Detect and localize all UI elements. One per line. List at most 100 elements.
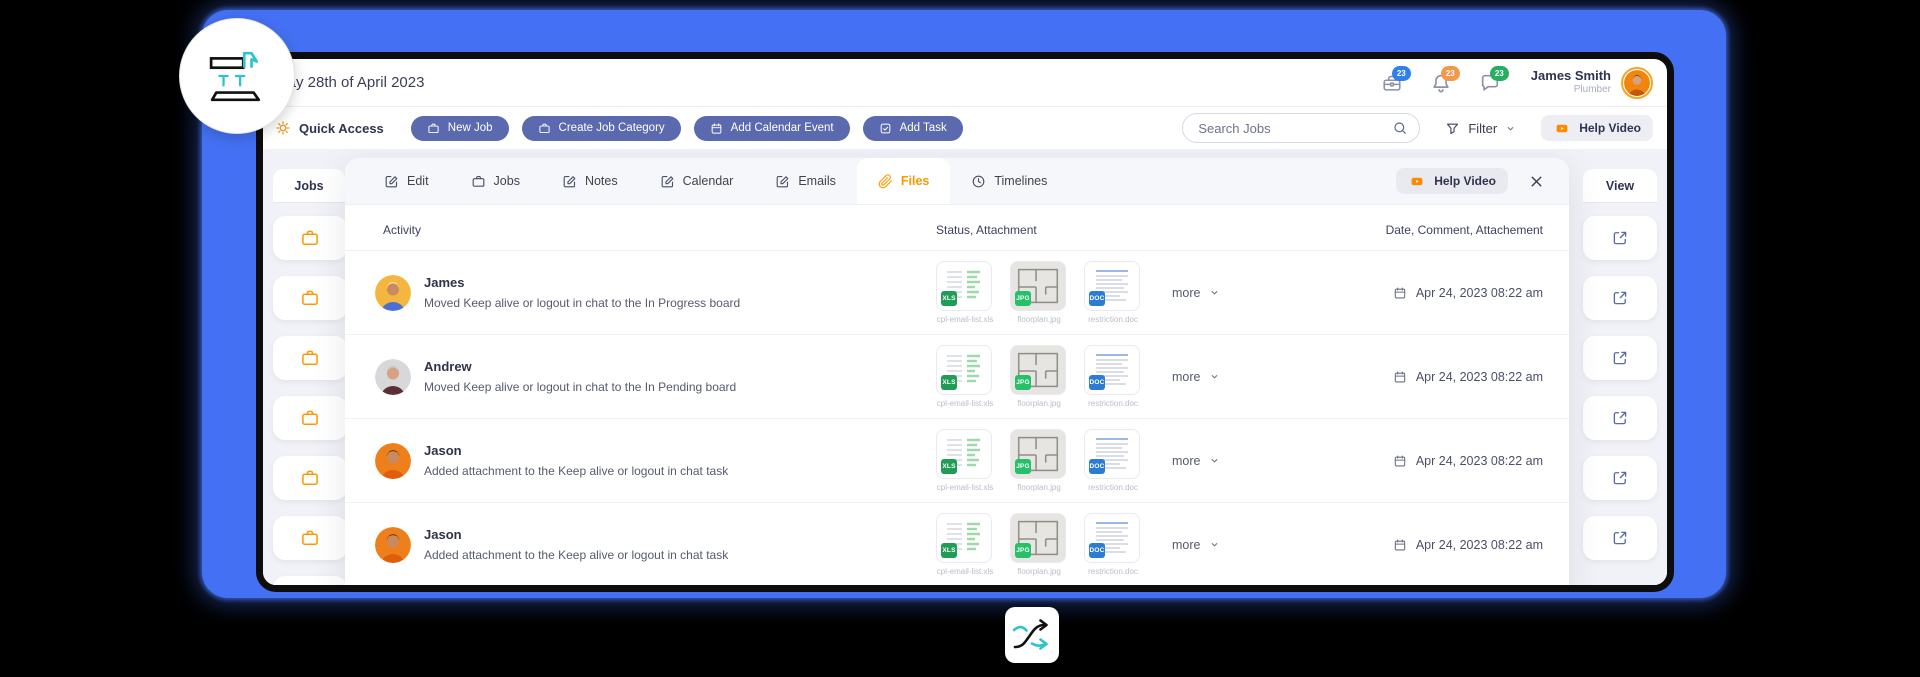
view-card[interactable]: [1583, 516, 1657, 560]
file-type-badge: XLS: [941, 375, 957, 390]
job-card[interactable]: [273, 576, 347, 585]
tab-emails[interactable]: Emails: [754, 158, 857, 204]
tab-timelines[interactable]: Timelines: [950, 158, 1068, 204]
tab-jobs[interactable]: Jobs: [450, 158, 541, 204]
toolbox-icon[interactable]: 23: [1381, 65, 1411, 94]
attachment-thumbnail[interactable]: XLS cpl-email-list.xls: [936, 513, 994, 576]
search-input[interactable]: [1182, 113, 1421, 143]
briefcase-icon: [300, 288, 320, 308]
view-card[interactable]: [1583, 396, 1657, 440]
quick-access-bar: Quick Access New Job Create Job Category…: [263, 107, 1667, 149]
avatar: [375, 275, 411, 311]
file-type-badge: XLS: [941, 543, 957, 558]
file-type-badge: DOC: [1089, 459, 1105, 474]
attachment-thumbnail[interactable]: DOC restriction.doc: [1084, 429, 1142, 492]
file-type-badge: JPG: [1015, 375, 1031, 390]
add-task-button[interactable]: Add Task: [862, 115, 963, 141]
attachment-thumbnail[interactable]: XLS cpl-email-list.xls: [936, 345, 994, 408]
main-area: Jobs View: [263, 149, 1667, 585]
files-modal: Edit Jobs Notes Calendar Emails Files Ti…: [345, 158, 1569, 585]
chevron-down-icon: [1209, 539, 1220, 550]
file-name: floorplan.jpg: [1017, 399, 1061, 408]
briefcase-icon: [300, 348, 320, 368]
external-link-icon: [1611, 529, 1629, 547]
view-card[interactable]: [1583, 216, 1657, 260]
attachment-thumbnail[interactable]: DOC restriction.doc: [1084, 261, 1142, 324]
job-card[interactable]: [273, 396, 347, 440]
activity-description: Moved Keep alive or logout in chat to th…: [424, 380, 737, 394]
more-dropdown[interactable]: more: [1172, 538, 1220, 552]
device-frame: riday 28th of April 2023 23 23 23: [202, 10, 1726, 598]
avatar: [375, 359, 411, 395]
create-job-category-button[interactable]: Create Job Category: [521, 115, 681, 141]
job-card[interactable]: [273, 276, 347, 320]
briefcase-icon: [427, 122, 440, 135]
tab-edit[interactable]: Edit: [363, 158, 450, 204]
close-icon[interactable]: [1528, 173, 1545, 190]
attachment-thumbnail[interactable]: DOC restriction.doc: [1084, 345, 1142, 408]
attachment-thumbnail[interactable]: JPG floorplan.jpg: [1010, 429, 1068, 492]
app-header: riday 28th of April 2023 23 23 23: [263, 59, 1667, 107]
check-square-icon: [879, 122, 892, 135]
chat-badge: 23: [1489, 65, 1509, 81]
header-icons: 23 23 23: [1381, 65, 1509, 94]
view-card[interactable]: [1583, 336, 1657, 380]
help-video-button[interactable]: Help Video: [1541, 115, 1653, 141]
user-block: James Smith Plumber: [1531, 68, 1611, 97]
tab-files[interactable]: Files: [856, 158, 951, 204]
activity-date: Apr 24, 2023 08:22 am: [1373, 538, 1543, 552]
activity-description: Added attachment to the Keep alive or lo…: [424, 464, 729, 478]
filter-button[interactable]: Filter: [1445, 121, 1516, 136]
briefcase-icon: [300, 528, 320, 548]
external-link-icon: [1611, 469, 1629, 487]
calendar-icon: [1393, 286, 1407, 300]
job-card[interactable]: [273, 336, 347, 380]
chat-icon[interactable]: 23: [1479, 65, 1509, 94]
tab-notes[interactable]: Notes: [541, 158, 639, 204]
search-icon[interactable]: [1392, 120, 1408, 136]
job-card[interactable]: [273, 216, 347, 260]
chevron-down-icon: [1505, 123, 1516, 134]
pencil-square-icon: [384, 174, 399, 189]
briefcase-icon: [300, 468, 320, 488]
attachment-thumbnail[interactable]: XLS cpl-email-list.xls: [936, 429, 994, 492]
job-card[interactable]: [273, 456, 347, 500]
more-dropdown[interactable]: more: [1172, 370, 1220, 384]
column-status-attachment: Status, Attachment: [936, 223, 1037, 237]
table-header: Activity Status, Attachment Date, Commen…: [345, 205, 1569, 250]
tab-calendar[interactable]: Calendar: [639, 158, 755, 204]
user-avatar[interactable]: [1621, 66, 1653, 99]
user-role: Plumber: [1573, 84, 1611, 96]
more-dropdown[interactable]: more: [1172, 286, 1220, 300]
file-type-badge: XLS: [941, 291, 957, 306]
add-calendar-event-button[interactable]: Add Calendar Event: [693, 115, 850, 141]
file-type-badge: DOC: [1089, 543, 1105, 558]
view-card[interactable]: [1583, 276, 1657, 320]
pencil-square-icon: [660, 174, 675, 189]
attachment-thumbnail[interactable]: JPG floorplan.jpg: [1010, 513, 1068, 576]
paperclip-icon: [878, 174, 893, 189]
attachment-thumbnail[interactable]: DOC restriction.doc: [1084, 513, 1142, 576]
file-name: floorplan.jpg: [1017, 483, 1061, 492]
briefcase-icon: [538, 122, 551, 135]
bell-badge: 23: [1440, 65, 1460, 81]
play-icon: [1553, 122, 1571, 135]
attachment-thumbnail[interactable]: JPG floorplan.jpg: [1010, 261, 1068, 324]
attachment-thumbnail[interactable]: XLS cpl-email-list.xls: [936, 261, 994, 324]
avatar: [375, 527, 411, 563]
activity-user-name: Andrew: [424, 359, 472, 374]
activity-user-name: Jason: [424, 443, 462, 458]
toolbox-badge: 23: [1391, 65, 1411, 81]
bell-icon[interactable]: 23: [1430, 65, 1460, 94]
attachment-thumbnail[interactable]: JPG floorplan.jpg: [1010, 345, 1068, 408]
brand-logo: [179, 18, 295, 134]
view-card[interactable]: [1583, 456, 1657, 500]
modal-help-video-button[interactable]: Help Video: [1396, 168, 1508, 194]
more-dropdown[interactable]: more: [1172, 454, 1220, 468]
briefcase-icon: [300, 228, 320, 248]
job-card[interactable]: [273, 516, 347, 560]
new-job-button[interactable]: New Job: [410, 115, 509, 141]
header-date: riday 28th of April 2023: [271, 74, 425, 91]
briefcase-icon: [300, 408, 320, 428]
